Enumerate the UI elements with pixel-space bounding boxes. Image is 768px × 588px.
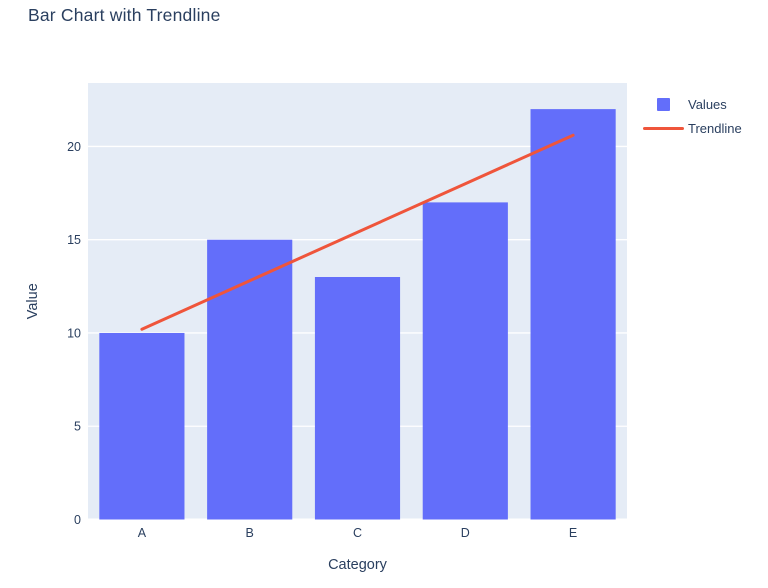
y-tick-label-15: 15	[67, 233, 81, 247]
y-tick-label-0: 0	[74, 513, 81, 527]
bar-E[interactable]	[530, 109, 616, 520]
y-tick-label-5: 5	[74, 420, 81, 434]
bar-C[interactable]	[314, 277, 401, 520]
bar-D[interactable]	[422, 202, 508, 520]
x-tick-label-E: E	[569, 526, 577, 540]
x-tick-label-D: D	[461, 526, 470, 540]
y-axis-title: Value	[25, 283, 41, 319]
x-tick-label-B: B	[246, 526, 254, 540]
bar-A[interactable]	[99, 332, 185, 520]
line-series-swatch-icon	[642, 126, 684, 130]
legend-swatch-zone	[642, 97, 684, 111]
legend-label-values: Values	[688, 96, 727, 112]
bar-B[interactable]	[207, 239, 293, 520]
legend-label-trendline: Trendline	[688, 120, 742, 136]
x-axis-title: Category	[328, 557, 388, 573]
legend: Values Trendline	[642, 92, 742, 140]
x-tick-label-A: A	[138, 526, 147, 540]
bar-series-swatch-icon	[656, 97, 670, 111]
trendline-path[interactable]	[140, 133, 575, 331]
chart-title: Bar Chart with Trendline	[28, 5, 221, 25]
x-tick-label-C: C	[353, 526, 362, 540]
y-tick-label-10: 10	[67, 326, 81, 340]
legend-item-values[interactable]: Values	[642, 92, 742, 116]
y-tick-label-20: 20	[67, 140, 81, 154]
legend-swatch-zone	[642, 126, 684, 130]
legend-item-trendline[interactable]: Trendline	[642, 116, 742, 140]
